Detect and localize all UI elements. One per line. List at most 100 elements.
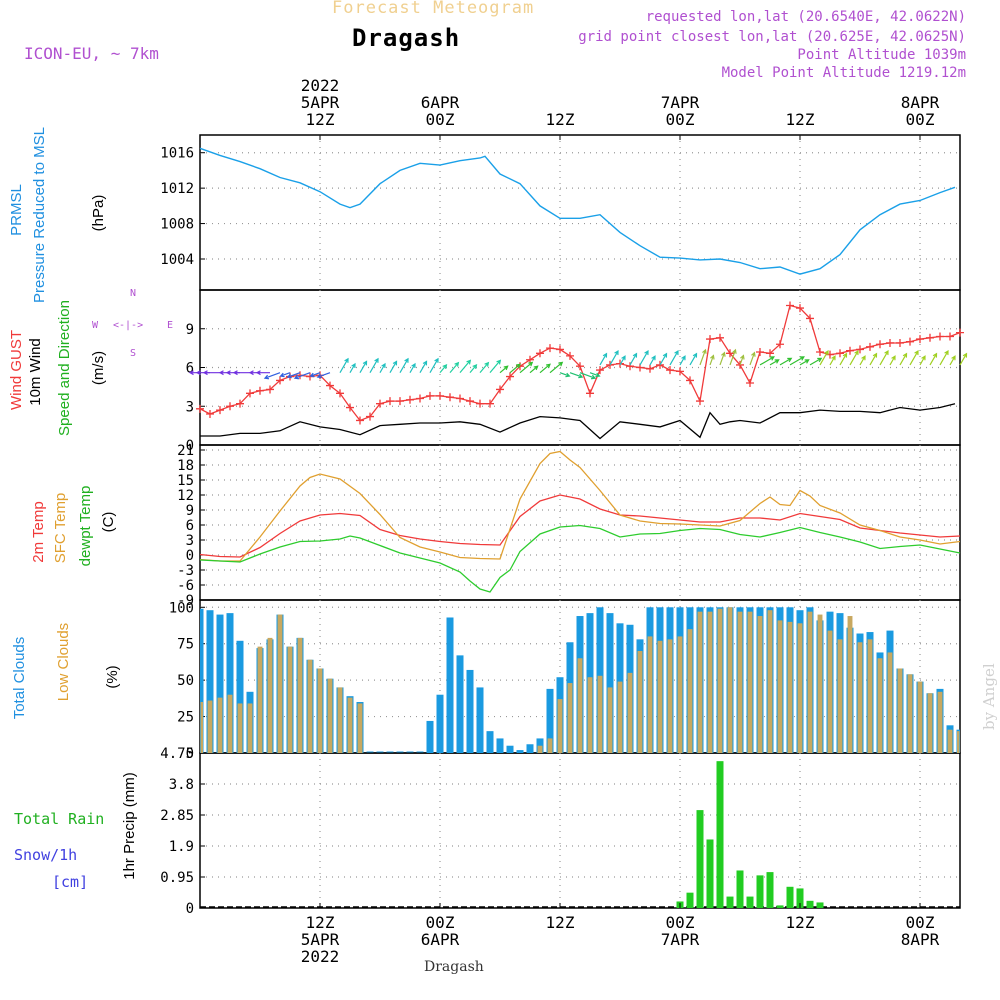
gust-marker (886, 338, 894, 347)
ytick-label-precip: 1.9 (169, 839, 194, 855)
low-cloud-bar (557, 699, 563, 753)
low-cloud-bar (547, 738, 553, 753)
total-cloud-bar (606, 613, 614, 753)
gust-marker (876, 340, 884, 349)
precip-bar (776, 905, 784, 908)
gust-marker (626, 362, 634, 371)
ytick-label-wind: 6 (186, 361, 194, 377)
top-time-label: 00Z (906, 110, 935, 129)
gust-marker (786, 301, 794, 310)
gust-marker (726, 349, 734, 358)
wind-direction-arrow (399, 357, 409, 373)
t2m-line (199, 494, 961, 558)
wind-direction-arrow (739, 354, 745, 366)
low-cloud-bar (617, 681, 623, 753)
low-cloud-bar (297, 637, 303, 753)
precip-bar (766, 872, 774, 908)
total-cloud-bar (476, 687, 484, 753)
sfc-temp-line (199, 450, 961, 562)
gust-marker (546, 344, 554, 353)
low-cloud-bar (697, 611, 703, 753)
low-cloud-bar (687, 629, 693, 753)
top-time-label: 12Z (306, 110, 335, 129)
gust-marker (206, 410, 214, 418)
top-time-label: 12Z (786, 110, 815, 129)
low-cloud-bar (677, 636, 683, 753)
gust-marker (326, 381, 334, 390)
top-time-label: 7APR (661, 93, 700, 112)
wind-direction-arrow (719, 351, 726, 366)
wind-direction-arrow (279, 372, 291, 378)
bottom-time-label: 6APR (421, 930, 460, 949)
wind-direction-arrow (409, 362, 416, 373)
pressure-label-prmsl: PRMSL (8, 184, 25, 236)
low-cloud-bar (847, 616, 853, 753)
wind-direction-arrow (529, 365, 539, 374)
compass-e: E (167, 320, 174, 331)
ytick-label-temp: -9 (177, 593, 194, 609)
gust-marker (796, 304, 804, 313)
wind-direction-arrow (429, 357, 439, 373)
bottom-time-label: 00Z (426, 913, 455, 932)
gust-marker (806, 314, 814, 323)
top-time-label: 8APR (901, 93, 940, 112)
low-cloud-bar (257, 646, 263, 753)
gust-marker (586, 389, 594, 398)
low-cloud-bar (577, 658, 583, 753)
low-cloud-bar (717, 608, 723, 753)
wind10-line (200, 403, 956, 440)
gust-marker (246, 389, 254, 398)
gust-marker (916, 335, 924, 344)
low-cloud-bar (597, 675, 603, 753)
gust-marker (606, 360, 614, 369)
low-cloud-bar (907, 674, 913, 753)
total-cloud-bar (486, 731, 494, 753)
low-cloud-bar (757, 616, 763, 753)
ytick-label-temp: 3 (186, 533, 194, 549)
low-cloud-bar (937, 691, 943, 753)
wind10-label: 10m Wind (27, 338, 44, 406)
wind-direction-arrow (539, 363, 551, 374)
gust-marker (596, 366, 604, 375)
gust-marker (856, 345, 864, 354)
wind-direction-arrow (839, 352, 848, 366)
product-title: Forecast Meteogram (332, 0, 535, 18)
ytick-label-wind: 3 (186, 399, 194, 415)
requested-coords: requested lon,lat (20.6540E, 42.0622N) (645, 9, 966, 25)
bottom-time-label: 2022 (301, 947, 340, 966)
wind-direction-arrow (829, 355, 836, 366)
total-cloud-bar (516, 750, 524, 753)
gust-marker (366, 412, 374, 421)
wind-direction-arrow (255, 370, 270, 376)
low-cloud-bar (237, 703, 243, 753)
ytick-label-wind: 0 (186, 438, 194, 454)
total-cloud-bar (506, 745, 514, 753)
gust-marker (216, 406, 224, 415)
low-cloud-bar (807, 611, 813, 753)
low-cloud-bar (217, 697, 223, 753)
ytick-label-temp: 12 (177, 488, 194, 504)
wind-direction-arrow (286, 372, 301, 379)
precip-bar (746, 896, 754, 908)
low-cloud-bar (777, 620, 783, 753)
low-cloud-bar (267, 637, 273, 753)
gust-marker (256, 386, 264, 395)
bottom-time-label: 00Z (906, 913, 935, 932)
footer-location: Dragash (424, 959, 484, 975)
temp-unit: (C) (100, 511, 117, 533)
wind-direction-arrow (759, 356, 775, 366)
wind-direction-arrow (489, 359, 502, 374)
gust-marker (866, 342, 874, 351)
ytick-label-temp: 21 (177, 443, 194, 459)
low-cloud-bar (887, 652, 893, 753)
dew-label: dewpt Temp (77, 485, 94, 567)
compass-w: W (92, 320, 99, 331)
gust-marker (956, 328, 964, 337)
bottom-time-label: 8APR (901, 930, 940, 949)
wind-direction-arrow (859, 355, 866, 366)
precip-bar (696, 810, 704, 908)
bottom-time-label: 12Z (306, 913, 335, 932)
wind-direction-arrow (339, 357, 349, 373)
pressure-label-desc: Pressure Reduced to MSL (31, 127, 48, 303)
gust-marker (356, 416, 364, 425)
